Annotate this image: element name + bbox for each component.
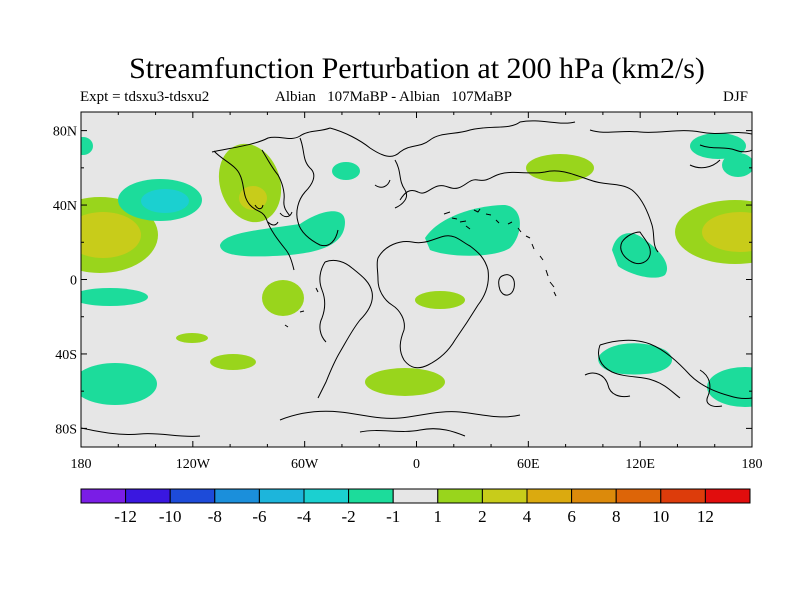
coastline: [279, 410, 521, 421]
negative-anomaly-core: [141, 189, 189, 213]
positive-anomaly-region: [415, 291, 465, 309]
coastline: [584, 372, 631, 398]
experiment-label: Expt = tdsxu3-tdsxu2: [80, 89, 210, 105]
x-tick-label: 60W: [291, 457, 319, 472]
colorbar-swatch: [80, 488, 127, 504]
coastline: [620, 231, 651, 265]
coastline: [296, 137, 339, 247]
colorbar-swatch: [526, 488, 573, 504]
colorbar-label: 4: [523, 507, 532, 526]
coastline: [699, 369, 723, 407]
colorbar-swatch: [125, 488, 171, 504]
negative-anomaly-region: [220, 211, 345, 257]
colorbar-swatch: [704, 488, 751, 504]
colorbar-label: -6: [252, 507, 266, 526]
negative-anomaly-region: [81, 137, 93, 155]
colorbar-label: -2: [342, 507, 356, 526]
coastline: [598, 339, 752, 399]
colorbar-swatch: [571, 488, 617, 504]
coastline: [359, 428, 466, 437]
island-arc: [443, 211, 471, 230]
colorbar-swatch: [169, 488, 216, 504]
coastline: [261, 149, 291, 217]
x-tick-label: 0: [413, 457, 420, 472]
colorbar-swatch: [348, 488, 394, 504]
y-tick-label: 80S: [55, 422, 77, 437]
colorbar-swatch: [437, 488, 483, 504]
negative-anomaly-region: [690, 133, 746, 159]
positive-anomaly-region: [176, 333, 208, 343]
y-tick-label: 80N: [53, 125, 77, 140]
negative-anomaly-region: [81, 363, 157, 405]
season-label: DJF: [723, 89, 749, 105]
coastline: [689, 144, 752, 169]
contour-fills: [81, 133, 752, 407]
colorbar-label: -10: [159, 507, 182, 526]
colorbar-swatch: [214, 488, 260, 504]
coastline: [317, 259, 373, 399]
paleo-coastlines: [81, 120, 752, 437]
x-tick-label: 60E: [517, 457, 540, 472]
colorbar-label: -12: [114, 507, 137, 526]
colorbar-swatch: [258, 488, 305, 504]
negative-anomaly-region: [612, 233, 668, 278]
coastline: [399, 173, 501, 201]
negative-anomaly-region: [425, 205, 520, 256]
colorbar-swatch: [303, 488, 350, 504]
colorbar-label: 8: [612, 507, 621, 526]
coastline: [329, 120, 576, 157]
negative-anomaly-region: [707, 367, 752, 407]
coastline: [499, 129, 752, 253]
x-tick-label: 180: [71, 457, 92, 472]
coastline: [498, 274, 515, 296]
coastline: [211, 127, 331, 271]
colorbar-label: 10: [652, 507, 669, 526]
positive-anomaly-region: [262, 280, 304, 316]
positive-anomaly-core: [239, 186, 267, 210]
colorbar-swatch: [660, 488, 706, 504]
y-tick-label: 40S: [55, 348, 77, 363]
coastline: [254, 204, 293, 226]
period-label: Albian 107MaBP - Albian 107MaBP: [275, 89, 512, 105]
x-tick-label: 120E: [625, 457, 655, 472]
positive-anomaly-core: [81, 212, 141, 258]
colorbar-label: -4: [297, 507, 312, 526]
colorbar-label: -8: [208, 507, 222, 526]
colorbar-swatch: [481, 488, 528, 504]
negative-anomaly-region: [81, 288, 148, 306]
island-arc: [284, 287, 319, 328]
y-tick-label: 0: [70, 274, 77, 289]
negative-anomaly-region: [598, 343, 673, 375]
coastline: [81, 427, 201, 437]
colorbar-swatch: [392, 488, 439, 504]
colorbar-label: 12: [697, 507, 714, 526]
negative-anomaly-region: [332, 162, 360, 180]
map-background: [81, 112, 752, 447]
colorbar-label: -1: [386, 507, 400, 526]
positive-anomaly-region: [210, 354, 256, 370]
colorbar: -12 -10 -8 -6 -4 -2 -1 1 2 4 6 8 10 12: [80, 488, 751, 526]
positive-anomaly-region: [365, 368, 445, 396]
colorbar-label: 1: [434, 507, 443, 526]
x-tick-label: 180: [742, 457, 763, 472]
negative-anomaly-region: [722, 153, 752, 177]
coastline: [374, 159, 408, 209]
colorbar-label: 6: [567, 507, 576, 526]
island-arc: [473, 208, 557, 297]
colorbar-swatch: [615, 488, 662, 504]
x-tick-label: 120W: [176, 457, 211, 472]
positive-anomaly-core: [702, 212, 752, 252]
chart-title: Streamfunction Perturbation at 200 hPa (…: [129, 52, 705, 85]
axis-ticks: 80N 40N 0 40S 80S 180 120W 60W 0 60E 120E 180: [53, 112, 763, 472]
coastline: [376, 235, 489, 369]
colorbar-label: 2: [478, 507, 487, 526]
y-tick-label: 40N: [53, 199, 77, 214]
